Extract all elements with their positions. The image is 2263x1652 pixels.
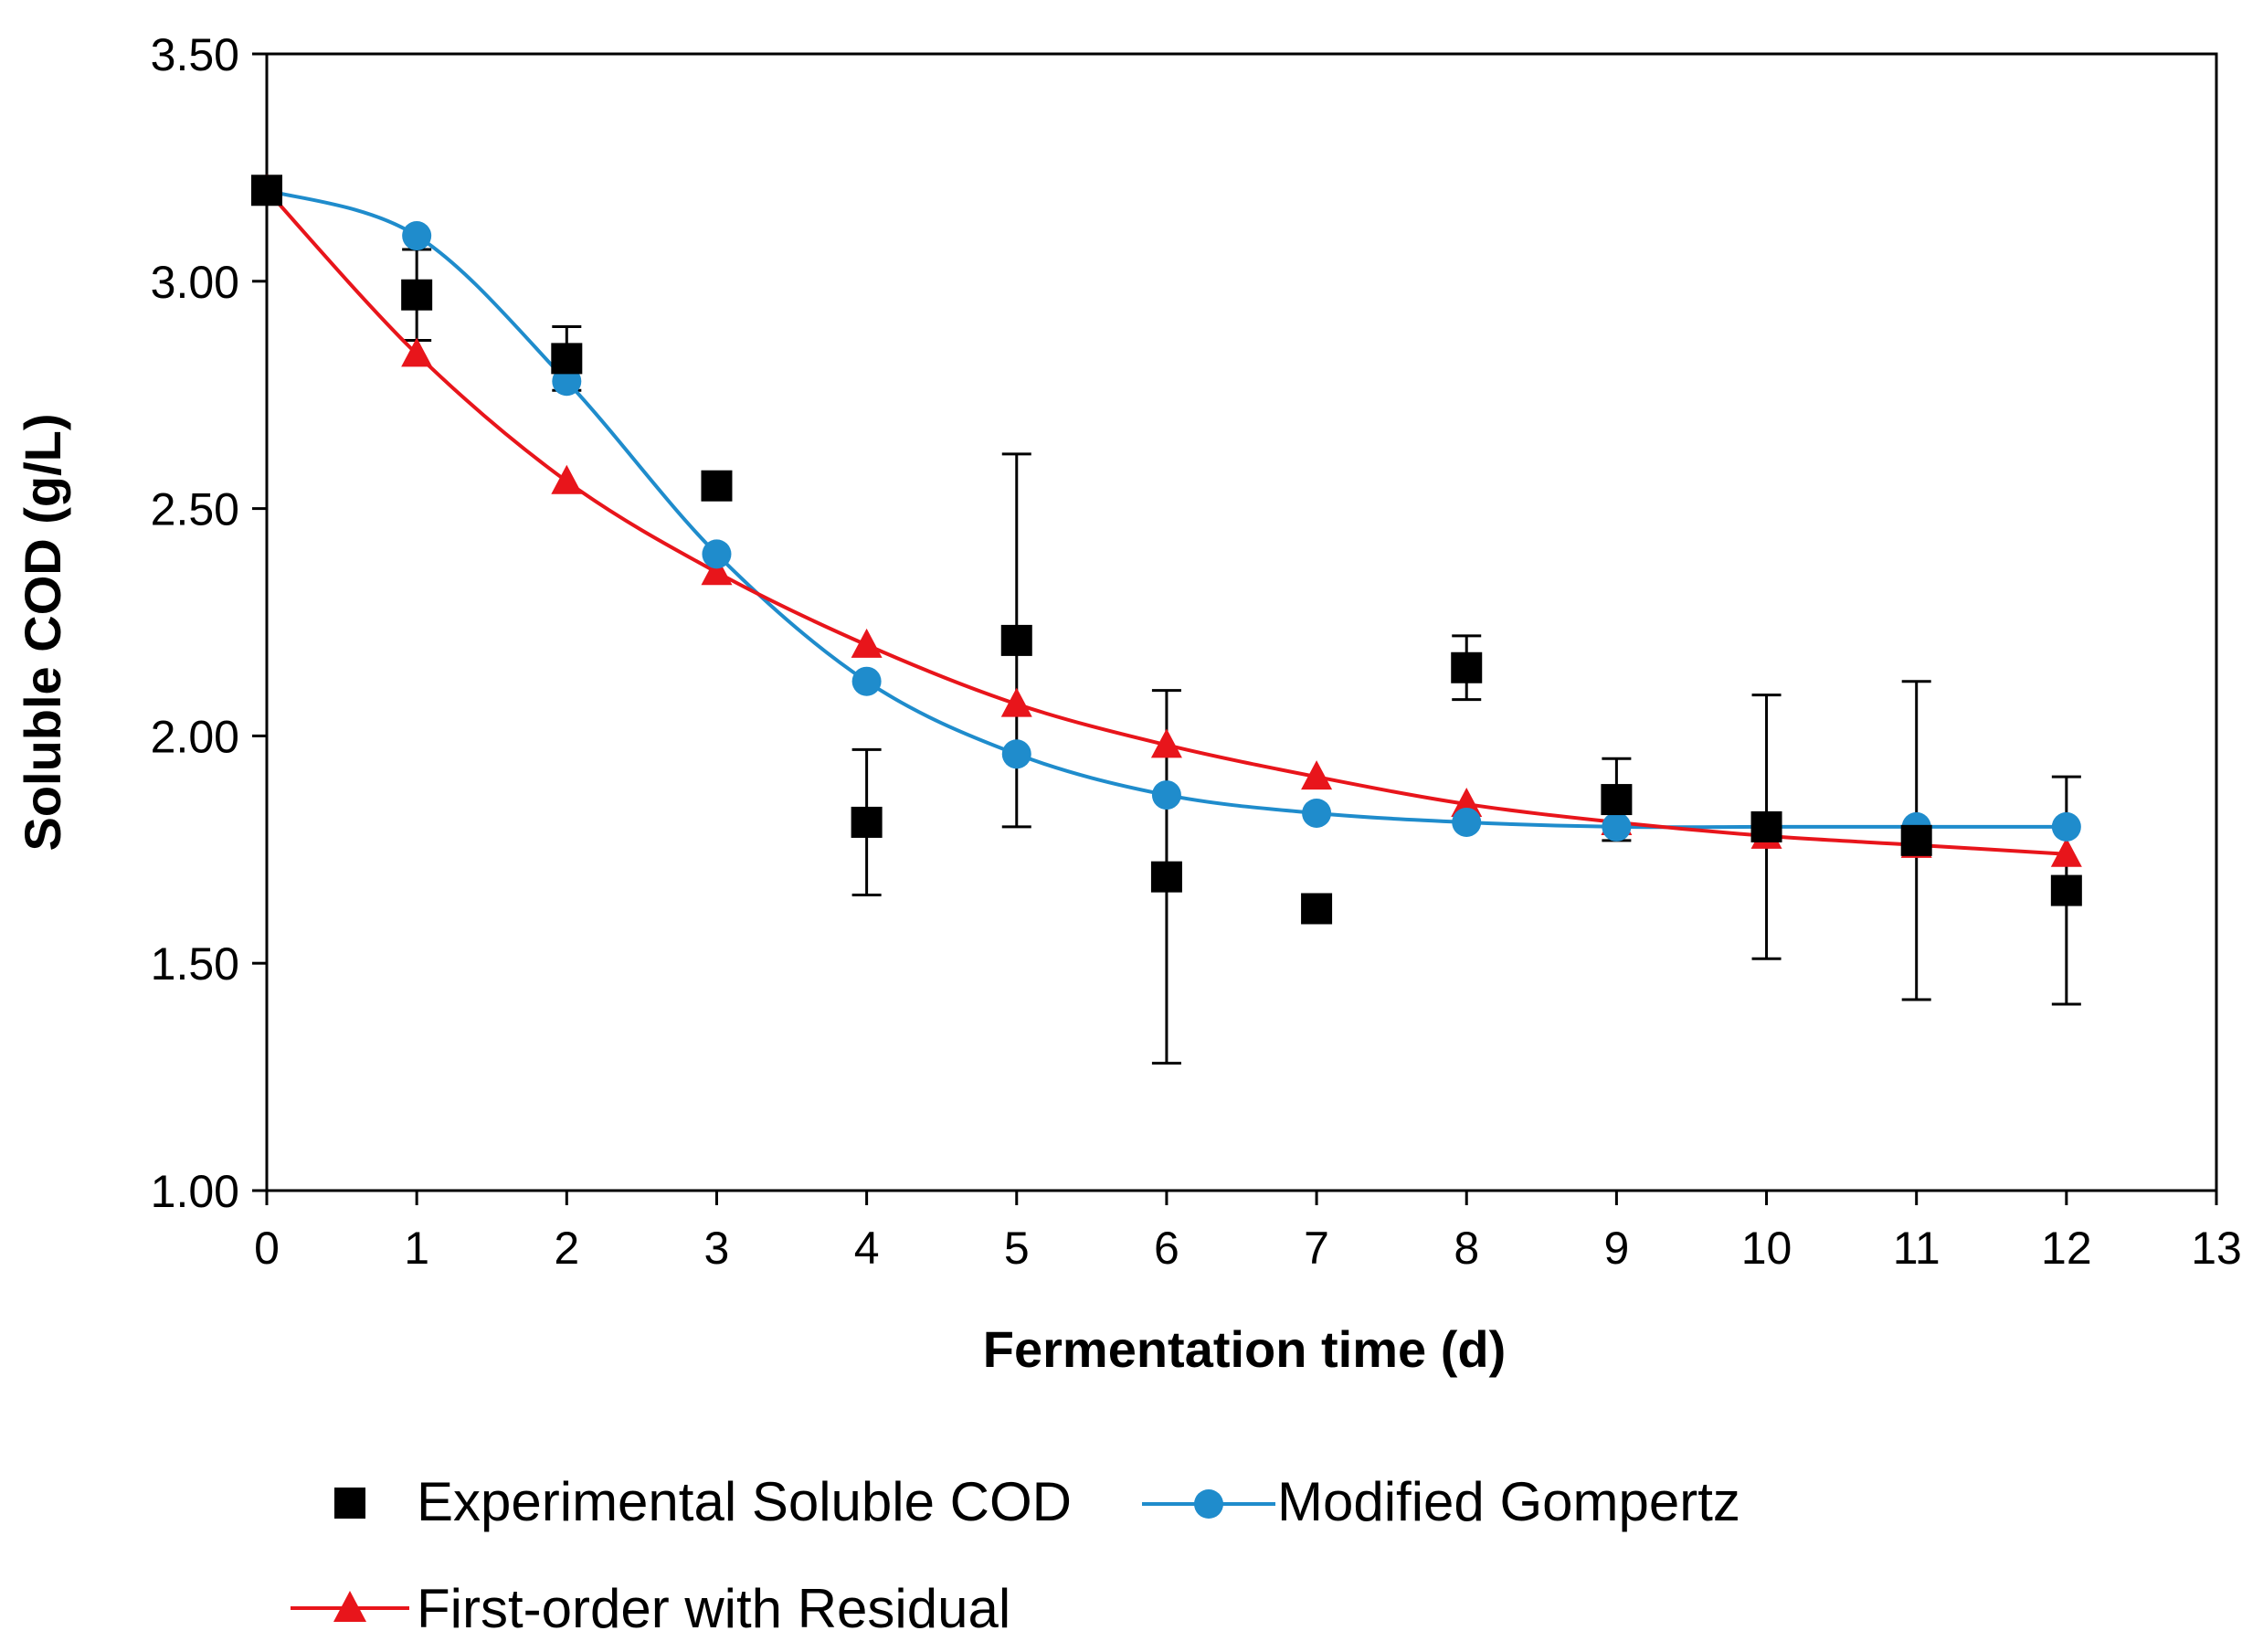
- x-tick-label: 0: [254, 1223, 280, 1274]
- data-point-gompertz: [851, 666, 882, 696]
- legend: Experimental Soluble COD Modified Gomper…: [291, 1471, 1740, 1639]
- legend-triangle-marker: [333, 1591, 366, 1622]
- x-tick-label: 8: [1454, 1223, 1479, 1274]
- data-point-experimental: [401, 279, 433, 311]
- data-point-first-order: [551, 464, 583, 494]
- data-point-experimental: [251, 175, 282, 206]
- x-tick-label: 2: [554, 1223, 579, 1274]
- x-tick-label: 10: [1741, 1223, 1792, 1274]
- data-point-gompertz: [1452, 807, 1482, 837]
- data-point-first-order: [1451, 788, 1483, 818]
- plot-area-frame: [265, 52, 2218, 1192]
- data-point-first-order: [1000, 687, 1032, 717]
- x-tick-label: 3: [704, 1223, 730, 1274]
- data-point-first-order: [851, 628, 883, 658]
- data-point-gompertz: [1001, 739, 1031, 769]
- x-tick-label: 9: [1603, 1223, 1629, 1274]
- data-point-first-order: [2050, 837, 2082, 867]
- data-point-first-order: [701, 556, 733, 586]
- data-point-first-order: [1301, 760, 1333, 790]
- x-tick-label: 11: [1893, 1223, 1940, 1274]
- legend-circle-marker: [1194, 1489, 1223, 1519]
- x-tick-label: 5: [1004, 1223, 1030, 1274]
- data-point-experimental: [1750, 810, 1782, 842]
- data-point-first-order: [1150, 728, 1182, 758]
- x-tick-label: 4: [854, 1223, 880, 1274]
- data-point-gompertz: [1602, 811, 1632, 842]
- data-point-gompertz: [2051, 811, 2081, 842]
- y-tick-label: 2.50: [151, 484, 239, 535]
- data-point-experimental: [2050, 874, 2082, 906]
- y-tick-label: 3.00: [151, 257, 239, 308]
- y-tick-label: 3.50: [151, 29, 239, 80]
- data-point-experimental: [1451, 651, 1483, 683]
- x-axis-title: Fermentation time (d): [983, 1320, 1506, 1378]
- x-tick-label: 13: [2191, 1223, 2242, 1274]
- legend-square-marker: [334, 1488, 365, 1519]
- legend-item-experimental: Experimental Soluble COD: [334, 1471, 1072, 1532]
- legend-label-first-order: First-order with Residual: [417, 1578, 1010, 1639]
- data-point-experimental: [551, 343, 583, 375]
- y-axis-title: Soluble COD (g/L): [14, 413, 71, 851]
- data-point-experimental: [1601, 784, 1633, 816]
- data-point-experimental: [1301, 893, 1333, 925]
- data-point-experimental: [1000, 624, 1032, 656]
- x-tick-label: 6: [1154, 1223, 1179, 1274]
- y-tick-label: 2.00: [151, 711, 239, 762]
- x-tick-label: 12: [2041, 1223, 2092, 1274]
- data-point-experimental: [1150, 861, 1182, 893]
- data-point-first-order: [401, 337, 433, 367]
- data-point-experimental: [701, 470, 733, 502]
- data-point-gompertz: [702, 539, 732, 569]
- legend-item-gompertz: Modified Gompertz: [1142, 1471, 1740, 1532]
- data-point-experimental: [1900, 824, 1932, 856]
- legend-label-experimental: Experimental Soluble COD: [417, 1471, 1072, 1532]
- y-tick-label: 1.50: [151, 938, 239, 990]
- data-point-gompertz: [1302, 798, 1332, 828]
- data-point-experimental: [851, 806, 883, 838]
- legend-item-first-order: First-order with Residual: [291, 1578, 1010, 1639]
- x-tick-label: 7: [1304, 1223, 1329, 1274]
- data-point-gompertz: [1151, 780, 1181, 810]
- x-tick-label: 1: [404, 1223, 429, 1274]
- y-tick-label: 1.00: [151, 1166, 239, 1217]
- data-point-gompertz: [402, 221, 432, 251]
- legend-label-gompertz: Modified Gompertz: [1277, 1471, 1740, 1532]
